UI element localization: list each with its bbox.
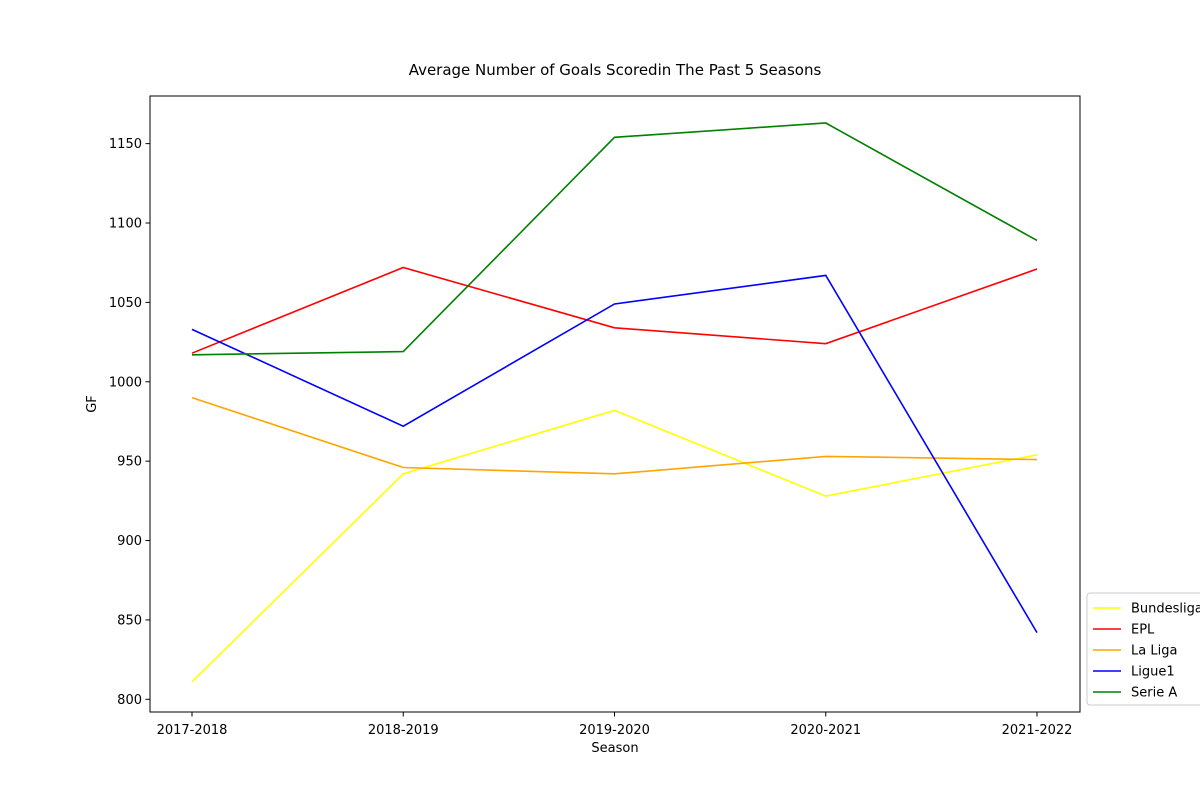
x-tick-label: 2018-2019	[368, 723, 439, 738]
legend-label: Serie A	[1131, 686, 1177, 701]
legend: Bundesliga EPL La Liga Ligue1 Serie A	[1086, 592, 1200, 706]
series-line-epl	[191, 266, 1038, 354]
x-axis-label: Season	[591, 741, 638, 756]
y-tick-label: 1150	[109, 137, 142, 152]
y-tick-label: 1100	[109, 217, 142, 232]
legend-box	[1086, 592, 1200, 706]
legend-label: La Liga	[1131, 644, 1177, 659]
chart-title: Average Number of Goals Scoredin The Pas…	[409, 61, 822, 79]
series-line-la-liga	[191, 396, 1038, 475]
series-line-serie-a	[191, 122, 1038, 356]
x-tick-label: 2021-2022	[1002, 723, 1073, 738]
series-lines	[191, 122, 1038, 683]
x-tick-label: 2019-2020	[579, 723, 650, 738]
x-tick-label: 2017-2018	[157, 723, 228, 738]
legend-label: Bundesliga	[1131, 602, 1200, 617]
legend-label: EPL	[1131, 623, 1155, 638]
legend-label: Ligue1	[1131, 665, 1175, 680]
x-axis: 2017-2018 2018-2019 2019-2020 2020-2021 2021…	[157, 712, 1073, 738]
y-tick-label: 900	[117, 534, 142, 549]
y-tick-label: 950	[117, 455, 142, 470]
series-line-ligue1	[191, 274, 1038, 634]
y-tick-label: 850	[117, 613, 142, 628]
x-tick-label: 2020-2021	[790, 723, 861, 738]
y-axis-label: GF	[85, 395, 100, 413]
y-axis: 800 850 900 950 1000 1050 1100 1150	[109, 137, 150, 708]
plot-frame	[149, 95, 1081, 713]
y-tick-label: 1000	[109, 375, 142, 390]
plot-area: 2017-2018 2018-2019 2019-2020 2020-2021 2021…	[109, 95, 1081, 738]
y-tick-label: 1050	[109, 296, 142, 311]
series-line-bundesliga	[191, 409, 1038, 683]
y-tick-label: 800	[117, 693, 142, 708]
